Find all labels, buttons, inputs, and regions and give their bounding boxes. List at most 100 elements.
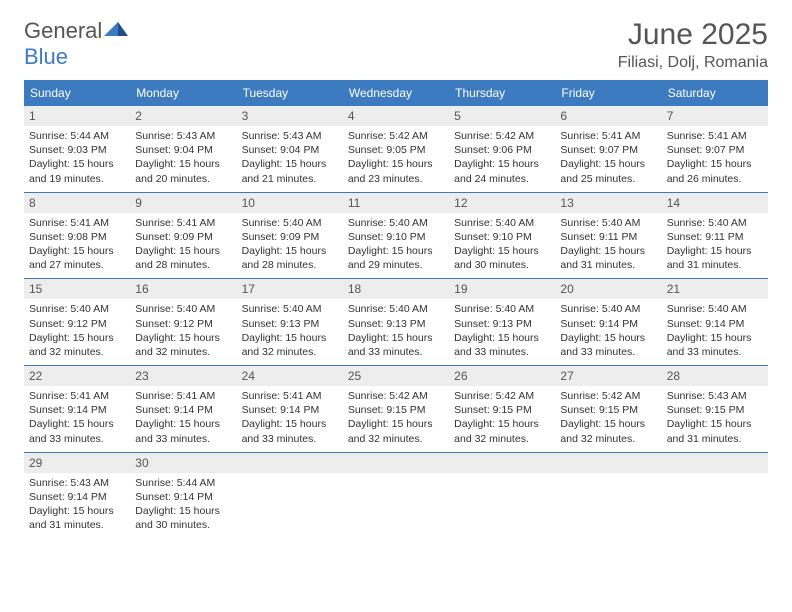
- day-line: Daylight: 15 hours and 28 minutes.: [242, 244, 338, 272]
- day-line: Daylight: 15 hours and 32 minutes.: [135, 331, 231, 359]
- calendar-grid: Sunday Monday Tuesday Wednesday Thursday…: [24, 80, 768, 538]
- day-line: Sunrise: 5:40 AM: [242, 216, 338, 230]
- day-body: Sunrise: 5:40 AMSunset: 9:11 PMDaylight:…: [664, 216, 766, 273]
- day-line: Daylight: 15 hours and 30 minutes.: [454, 244, 550, 272]
- day-line: Daylight: 15 hours and 31 minutes.: [29, 504, 125, 532]
- day-line: Daylight: 15 hours and 32 minutes.: [348, 417, 444, 445]
- day-cell: 29Sunrise: 5:43 AMSunset: 9:14 PMDayligh…: [24, 453, 130, 539]
- day-line: Daylight: 15 hours and 31 minutes.: [560, 244, 656, 272]
- day-cell: 25Sunrise: 5:42 AMSunset: 9:15 PMDayligh…: [343, 366, 449, 452]
- day-line: Sunset: 9:14 PM: [667, 317, 763, 331]
- dayhead-tuesday: Tuesday: [237, 81, 343, 105]
- day-number: 1: [24, 106, 130, 126]
- day-line: Sunrise: 5:40 AM: [348, 302, 444, 316]
- day-number: 6: [555, 106, 661, 126]
- day-cell: 11Sunrise: 5:40 AMSunset: 9:10 PMDayligh…: [343, 193, 449, 279]
- day-body: Sunrise: 5:40 AMSunset: 9:14 PMDaylight:…: [664, 302, 766, 359]
- day-number: 19: [449, 279, 555, 299]
- day-body: Sunrise: 5:43 AMSunset: 9:04 PMDaylight:…: [239, 129, 341, 186]
- day-body: Sunrise: 5:44 AMSunset: 9:03 PMDaylight:…: [26, 129, 128, 186]
- week-row: 8 Sunrise: 5:41 AMSunset: 9:08 PMDaylight…: [24, 192, 768, 279]
- day-cell: 20 Sunrise: 5:40 AMSunset: 9:14 PMDayligh…: [555, 279, 661, 365]
- day-number: 9: [130, 193, 236, 213]
- day-body: Sunrise: 5:44 AMSunset: 9:14 PMDaylight:…: [132, 476, 234, 533]
- day-body: Sunrise: 5:41 AMSunset: 9:14 PMDaylight:…: [132, 389, 234, 446]
- day-line: Sunrise: 5:40 AM: [454, 302, 550, 316]
- day-cell: 1 Sunrise: 5:44 AMSunset: 9:03 PMDaylight…: [24, 106, 130, 192]
- day-line: Sunset: 9:10 PM: [348, 230, 444, 244]
- day-number: 16: [130, 279, 236, 299]
- day-cell: 9 Sunrise: 5:41 AMSunset: 9:09 PMDaylight…: [130, 193, 236, 279]
- day-number: 22: [24, 366, 130, 386]
- day-line: Sunset: 9:15 PM: [348, 403, 444, 417]
- day-number: 3: [237, 106, 343, 126]
- day-number: [449, 453, 555, 473]
- day-number: 20: [555, 279, 661, 299]
- day-line: Daylight: 15 hours and 32 minutes.: [454, 417, 550, 445]
- brand-logo: General Blue: [24, 18, 130, 70]
- day-body: Sunrise: 5:43 AMSunset: 9:04 PMDaylight:…: [132, 129, 234, 186]
- day-number: 7: [662, 106, 768, 126]
- day-line: Sunset: 9:07 PM: [560, 143, 656, 157]
- day-body: Sunrise: 5:41 AMSunset: 9:08 PMDaylight:…: [26, 216, 128, 273]
- day-line: Daylight: 15 hours and 33 minutes.: [667, 331, 763, 359]
- day-line: Daylight: 15 hours and 23 minutes.: [348, 157, 444, 185]
- day-body: Sunrise: 5:40 AMSunset: 9:12 PMDaylight:…: [26, 302, 128, 359]
- day-body: Sunrise: 5:43 AMSunset: 9:14 PMDaylight:…: [26, 476, 128, 533]
- day-cell: 23 Sunrise: 5:41 AMSunset: 9:14 PMDayligh…: [130, 366, 236, 452]
- day-line: Sunrise: 5:42 AM: [454, 129, 550, 143]
- day-line: Sunset: 9:13 PM: [348, 317, 444, 331]
- day-line: Daylight: 15 hours and 30 minutes.: [135, 504, 231, 532]
- day-number: 10: [237, 193, 343, 213]
- day-line: Daylight: 15 hours and 33 minutes.: [348, 331, 444, 359]
- day-cell: 2Sunrise: 5:43 AMSunset: 9:04 PMDaylight…: [130, 106, 236, 192]
- day-body: Sunrise: 5:40 AMSunset: 9:14 PMDaylight:…: [557, 302, 659, 359]
- day-cell: 22Sunrise: 5:41 AMSunset: 9:14 PMDayligh…: [24, 366, 130, 452]
- day-line: Daylight: 15 hours and 33 minutes.: [242, 417, 338, 445]
- brand-word1: General: [24, 18, 102, 43]
- day-cell: 10Sunrise: 5:40 AMSunset: 9:09 PMDayligh…: [237, 193, 343, 279]
- day-line: Sunset: 9:11 PM: [560, 230, 656, 244]
- day-line: Sunset: 9:15 PM: [667, 403, 763, 417]
- day-line: Daylight: 15 hours and 32 minutes.: [29, 331, 125, 359]
- day-number: 5: [449, 106, 555, 126]
- day-line: Sunset: 9:06 PM: [454, 143, 550, 157]
- day-line: Sunrise: 5:41 AM: [135, 389, 231, 403]
- dayhead-monday: Monday: [130, 81, 236, 105]
- day-number: 23: [130, 366, 236, 386]
- day-line: Sunrise: 5:40 AM: [454, 216, 550, 230]
- day-line: Daylight: 15 hours and 31 minutes.: [667, 417, 763, 445]
- day-body: Sunrise: 5:40 AMSunset: 9:12 PMDaylight:…: [132, 302, 234, 359]
- day-cell: 15Sunrise: 5:40 AMSunset: 9:12 PMDayligh…: [24, 279, 130, 365]
- dayhead-sunday: Sunday: [24, 81, 130, 105]
- day-cell: 13Sunrise: 5:40 AMSunset: 9:11 PMDayligh…: [555, 193, 661, 279]
- day-line: Sunset: 9:12 PM: [29, 317, 125, 331]
- day-body: Sunrise: 5:42 AMSunset: 9:15 PMDaylight:…: [557, 389, 659, 446]
- day-line: Sunrise: 5:42 AM: [560, 389, 656, 403]
- day-body: Sunrise: 5:40 AMSunset: 9:11 PMDaylight:…: [557, 216, 659, 273]
- dayhead-friday: Friday: [555, 81, 661, 105]
- day-line: Sunrise: 5:40 AM: [242, 302, 338, 316]
- day-body: Sunrise: 5:41 AMSunset: 9:09 PMDaylight:…: [132, 216, 234, 273]
- day-number: 21: [662, 279, 768, 299]
- day-cell: [662, 453, 768, 539]
- day-cell: 16 Sunrise: 5:40 AMSunset: 9:12 PMDayligh…: [130, 279, 236, 365]
- day-line: Sunrise: 5:43 AM: [135, 129, 231, 143]
- day-cell: [555, 453, 661, 539]
- day-line: Daylight: 15 hours and 32 minutes.: [560, 417, 656, 445]
- day-cell: [449, 453, 555, 539]
- day-number: 14: [662, 193, 768, 213]
- day-line: Daylight: 15 hours and 28 minutes.: [135, 244, 231, 272]
- day-cell: 28Sunrise: 5:43 AMSunset: 9:15 PMDayligh…: [662, 366, 768, 452]
- brand-text: General Blue: [24, 18, 130, 70]
- week-row: 29Sunrise: 5:43 AMSunset: 9:14 PMDayligh…: [24, 452, 768, 539]
- day-number: [555, 453, 661, 473]
- dayhead-thursday: Thursday: [449, 81, 555, 105]
- day-cell: 4Sunrise: 5:42 AMSunset: 9:05 PMDaylight…: [343, 106, 449, 192]
- week-row: 22Sunrise: 5:41 AMSunset: 9:14 PMDayligh…: [24, 365, 768, 452]
- day-line: Sunrise: 5:44 AM: [135, 476, 231, 490]
- day-number: 8: [24, 193, 130, 213]
- day-line: Sunrise: 5:41 AM: [560, 129, 656, 143]
- day-line: Daylight: 15 hours and 19 minutes.: [29, 157, 125, 185]
- day-line: Sunset: 9:14 PM: [560, 317, 656, 331]
